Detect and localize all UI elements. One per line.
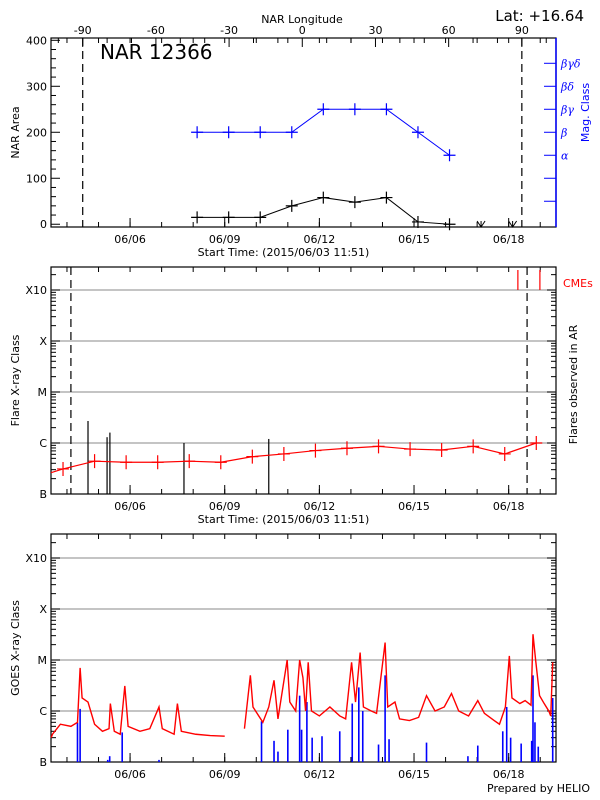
x-tick-label: 06/12	[304, 768, 336, 781]
x-tick-label: 06/18	[493, 233, 525, 246]
x-tick-label: 06/12	[304, 500, 336, 513]
flare-background-point	[214, 455, 227, 470]
mag-class-point	[380, 103, 393, 116]
y-tick-label: M	[38, 654, 48, 667]
flare-background-point	[277, 446, 290, 461]
footer-credit: Prepared by HELIO	[487, 782, 590, 795]
y-axis-title: Flare X-ray Class	[9, 334, 22, 426]
x-axis-title: Start Time: (2015/06/03 11:51)	[198, 513, 370, 526]
mag-class-point	[254, 126, 267, 139]
x-tick-label: 06/18	[493, 768, 525, 781]
mag-class-point	[285, 126, 298, 139]
y-tick-label: C	[39, 437, 47, 450]
flare-background-point	[435, 442, 448, 457]
no-data-marker	[476, 220, 486, 228]
flare-background-point	[120, 455, 133, 470]
y-tick-label: X	[39, 603, 47, 616]
flare-background-point	[372, 439, 385, 454]
y-tick-label: 100	[26, 172, 47, 185]
longitude-tick-label: 60	[442, 24, 456, 37]
y-tick-label: 400	[26, 34, 47, 47]
x-tick-label: 06/09	[209, 768, 241, 781]
flare-class-panel: 06/06 06/09 06/12 06/15 06/18 Start Time: (20…	[9, 266, 593, 526]
x-axis-title: Start Time: (2015/06/03 11:51)	[198, 246, 370, 259]
mag-class-tick-label: α	[561, 149, 569, 162]
y-axis-title: GOES X-ray Class	[9, 600, 22, 696]
mag-class-point	[348, 103, 361, 116]
flare-background-point	[530, 436, 543, 450]
nar-area-point	[222, 211, 235, 224]
y-tick-label: B	[39, 488, 47, 501]
x-tick-label: 06/12	[304, 233, 336, 246]
latitude-label: Lat: +16.64	[495, 7, 584, 25]
mag-class-tick-label: βγδ	[560, 57, 581, 70]
longitude-tick-label: -30	[220, 24, 238, 37]
y-tick-label: X10	[25, 284, 47, 297]
longitude-tick-label: 90	[515, 24, 529, 37]
mag-class-point	[317, 103, 330, 116]
flare-background-point	[151, 455, 164, 470]
x-tick-label: 06/06	[114, 233, 146, 246]
mag-class-tick-label: βγ	[560, 103, 574, 116]
mag-class-point	[222, 126, 235, 139]
x-tick-label: 06/06	[114, 500, 146, 513]
y-tick-label: X10	[25, 552, 47, 565]
nar-area-point	[191, 211, 204, 224]
flare-background-point	[309, 443, 322, 458]
cme-label: CMEs	[563, 277, 593, 290]
goes-long-channel-line	[243, 634, 554, 729]
flare-background-point	[88, 454, 101, 469]
y-tick-label: 300	[26, 80, 47, 93]
flare-background-point	[340, 441, 353, 456]
right-axis-title: Flares observed in AR	[567, 324, 580, 444]
flare-background-point	[404, 442, 417, 457]
nar-area-point	[380, 191, 393, 204]
mag-class-tick-label: βδ	[560, 80, 574, 93]
mag-class-point	[411, 126, 424, 139]
x-tick-label: 06/09	[209, 500, 241, 513]
y-tick-label: C	[39, 705, 47, 718]
x-tick-label: 06/15	[398, 500, 430, 513]
y-tick-label: X	[39, 335, 47, 348]
longitude-tick-label: 0	[299, 24, 306, 37]
nar-area-point	[443, 218, 456, 231]
nar-area-point	[254, 211, 267, 224]
nar-area-point	[411, 215, 424, 228]
y-tick-label: 0	[40, 218, 47, 231]
y-axis-title: NAR Area	[9, 106, 22, 158]
longitude-tick-label: 30	[368, 24, 382, 37]
y-tick-label: 200	[26, 126, 47, 139]
longitude-tick-label: -60	[147, 24, 165, 37]
x-tick-label: 06/18	[493, 500, 525, 513]
flare-background-point	[246, 449, 259, 464]
plot-frame	[50, 266, 557, 495]
plot-frame	[50, 533, 557, 763]
mag-class-axis-title: Mag. Class	[579, 83, 592, 142]
x-tick-label: 06/15	[398, 768, 430, 781]
goes-long-channel-line	[50, 667, 225, 738]
longitude-axis-title: NAR Longitude	[261, 13, 343, 26]
nar-area-panel: 06/06 06/09 06/12 06/15 06/18 Start Time: (20…	[9, 7, 592, 259]
x-tick-label: 06/15	[398, 233, 430, 246]
flare-background-point	[183, 454, 196, 469]
flare-background-point	[57, 461, 70, 476]
mag-class-tick-label: β	[560, 126, 567, 139]
y-tick-label: B	[39, 756, 47, 769]
goes-xray-panel: 06/06 06/09 06/12 06/15 06/18 B C M X X10 GOES X-r…	[9, 533, 557, 781]
x-tick-label: 06/09	[209, 233, 241, 246]
mag-class-point	[191, 126, 204, 139]
nar-area-point	[348, 196, 361, 209]
mag-class-point	[443, 149, 456, 162]
nar-area-point	[285, 199, 298, 212]
nar-area-point	[317, 191, 330, 204]
longitude-tick-label: -90	[74, 24, 92, 37]
region-title: NAR 12366	[100, 40, 213, 64]
flare-background-point	[467, 439, 480, 454]
flare-background-point	[498, 446, 511, 461]
y-tick-label: M	[38, 386, 48, 399]
x-tick-label: 06/06	[114, 768, 146, 781]
no-data-marker	[508, 220, 518, 228]
